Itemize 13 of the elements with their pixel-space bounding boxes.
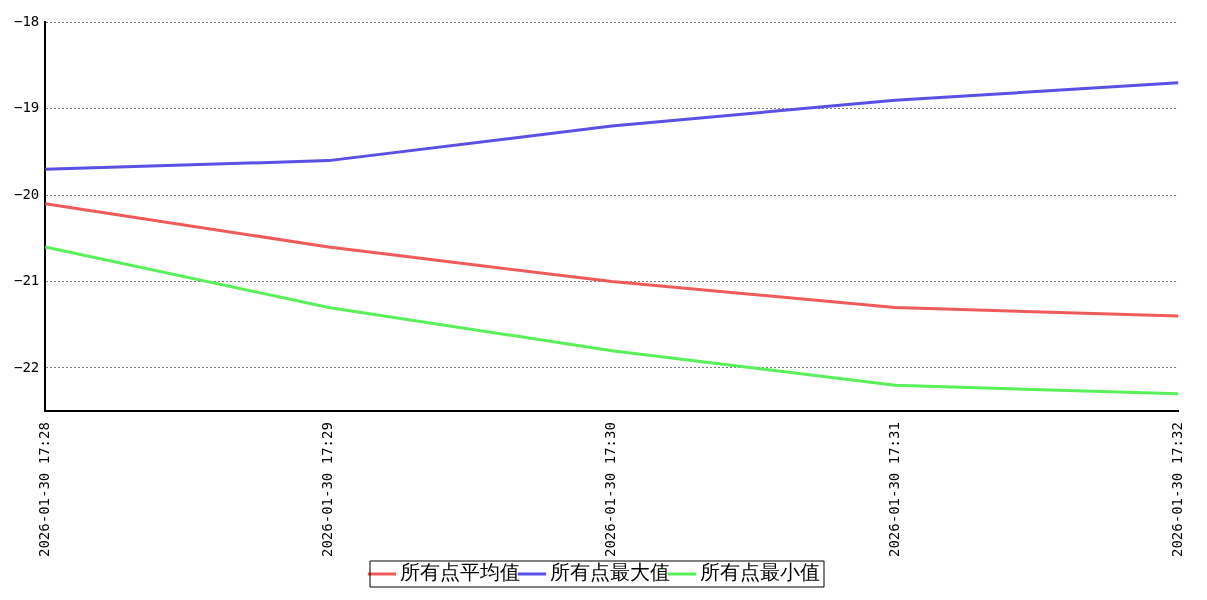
y-tick-label: −19 xyxy=(13,99,40,116)
y-tick-label: −21 xyxy=(13,272,40,289)
legend-label: 所有点最小值 xyxy=(700,560,820,585)
x-tick-label: 2026-01-30 17:30 xyxy=(602,422,619,557)
legend-label: 所有点平均值 xyxy=(400,560,520,585)
x-tick-label: 2026-01-30 17:32 xyxy=(1168,422,1185,557)
legend-label: 所有点最大值 xyxy=(550,560,670,585)
y-tick-label: −20 xyxy=(13,185,40,202)
y-tick-label: −22 xyxy=(13,358,40,375)
x-tick-label: 2026-01-30 17:29 xyxy=(319,422,336,557)
y-tick-label: −18 xyxy=(13,13,40,30)
x-tick-label: 2026-01-30 17:28 xyxy=(35,422,52,557)
x-tick-label: 2026-01-30 17:31 xyxy=(885,422,902,557)
